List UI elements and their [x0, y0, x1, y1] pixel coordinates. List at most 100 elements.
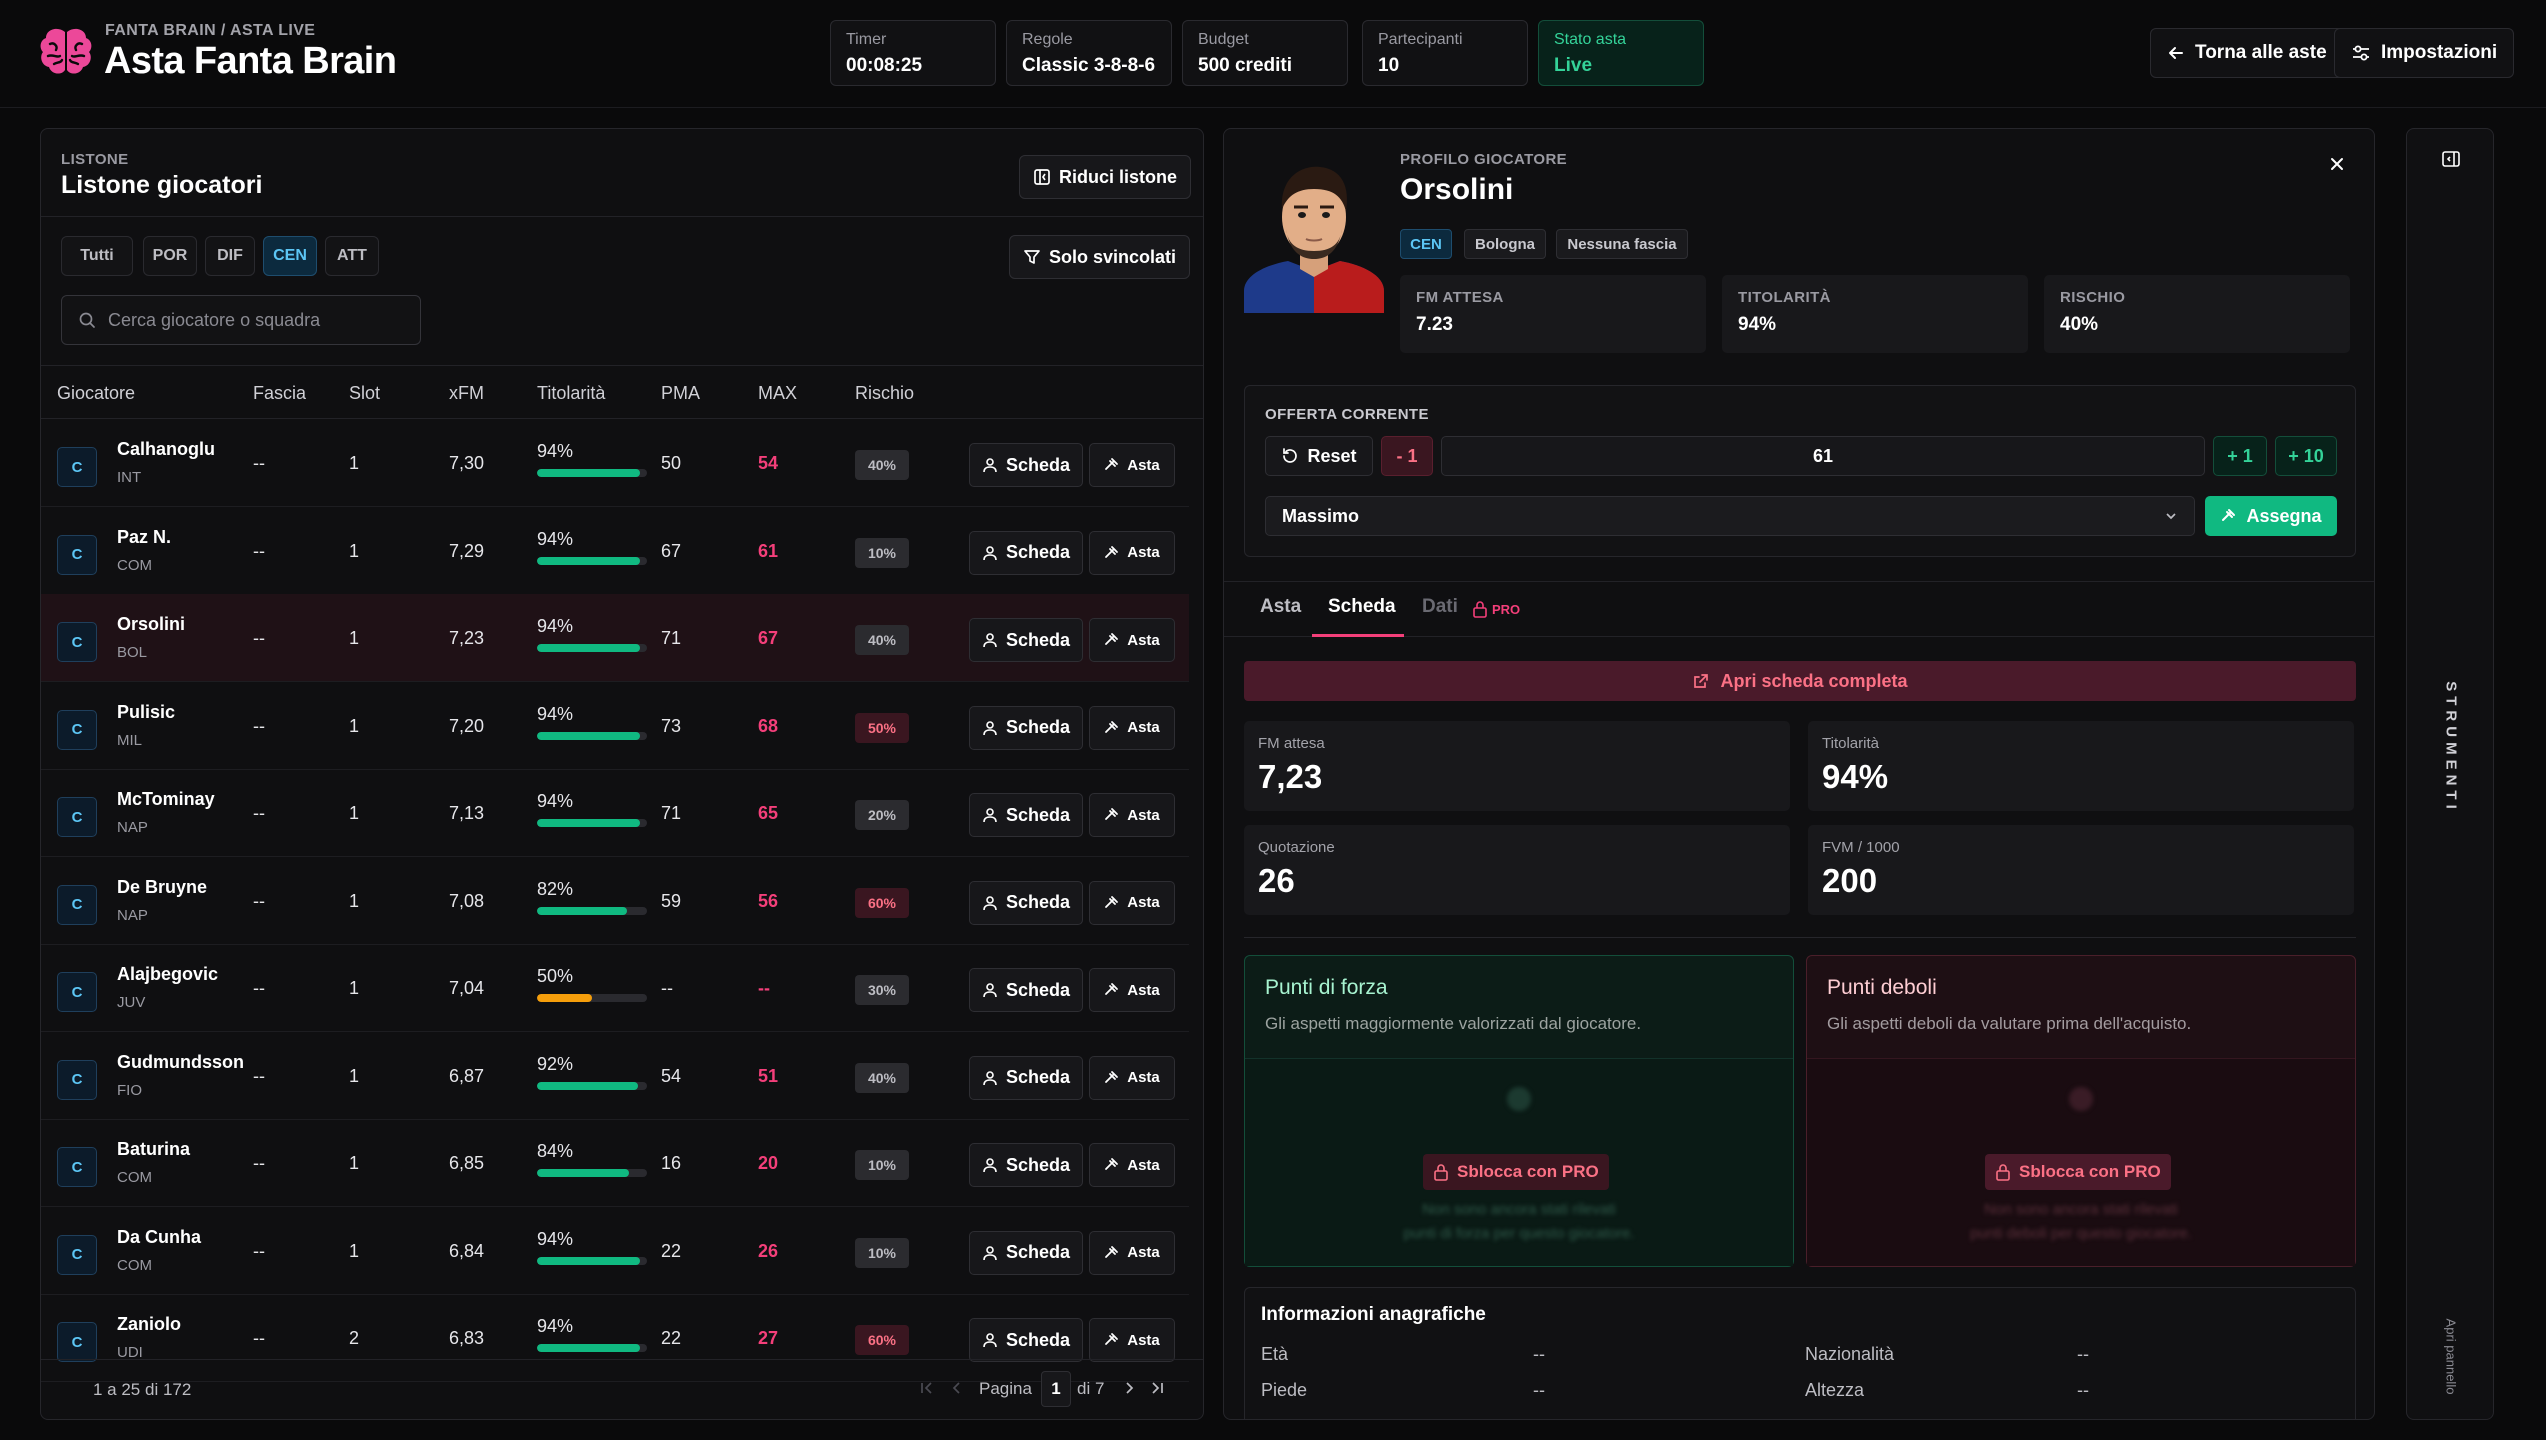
- first-page-icon[interactable]: [919, 1380, 935, 1396]
- prev-page-icon[interactable]: [949, 1380, 965, 1396]
- cell-max: 20: [758, 1153, 779, 1173]
- profile-button[interactable]: Scheda: [969, 530, 1083, 575]
- gavel-icon: [1104, 1245, 1120, 1261]
- col-slot[interactable]: Slot: [349, 383, 381, 403]
- auction-button[interactable]: Asta: [1089, 1143, 1175, 1187]
- tab-asta[interactable]: Asta: [1260, 596, 1302, 617]
- next-page-icon[interactable]: [1121, 1380, 1137, 1396]
- profile-button[interactable]: Scheda: [969, 443, 1083, 487]
- open-full-profile-button[interactable]: Apri scheda completa: [1244, 661, 2356, 701]
- titolarita-bar-fill: [537, 1169, 630, 1177]
- plus-ten-button[interactable]: + 10: [2275, 436, 2337, 476]
- table-row[interactable]: C Pulisic MIL -- 1 7,20 94% 73 68 50% Scheda Asta: [41, 682, 1189, 770]
- col-titolarita[interactable]: Titolarità: [537, 383, 606, 403]
- tab-scheda[interactable]: Scheda: [1328, 596, 1396, 617]
- table-row[interactable]: C Calhanoglu INT -- 1 7,30 94% 50 54 40% Scheda Ast…: [41, 419, 1189, 507]
- filter-por[interactable]: POR: [143, 236, 197, 276]
- tab-dati[interactable]: Dati: [1422, 596, 1458, 617]
- strengths-locked-area: Sblocca con PRO Non sono ancora stati ri…: [1245, 1058, 1793, 1266]
- auction-button[interactable]: Asta: [1089, 880, 1175, 925]
- reset-offer-button[interactable]: Reset: [1265, 436, 1373, 476]
- unlock-pro-button-weaknesses[interactable]: Sblocca con PRO: [1985, 1154, 2171, 1190]
- offer-value-input[interactable]: 61: [1441, 436, 2205, 476]
- cell-titolarita: 94%: [537, 1228, 574, 1249]
- profile-button[interactable]: Scheda: [969, 618, 1083, 662]
- auction-button[interactable]: Asta: [1089, 530, 1175, 575]
- profile-button[interactable]: Scheda: [969, 1230, 1083, 1275]
- page-number-input[interactable]: 1: [1041, 1371, 1071, 1407]
- participant-select[interactable]: Massimo: [1265, 496, 2195, 536]
- player-team: JUV: [117, 994, 146, 1011]
- search-placeholder: Cerca giocatore o squadra: [108, 309, 321, 330]
- cell-titolarita: 50%: [537, 966, 574, 986]
- table-row[interactable]: C Gudmundsson FIO -- 1 6,87 92% 54 51 40% Scheda As…: [41, 1032, 1189, 1120]
- role-badge: C: [57, 622, 97, 662]
- minus-one-button[interactable]: - 1: [1381, 436, 1433, 476]
- profile-button[interactable]: Scheda: [969, 793, 1083, 837]
- cell-pma: 54: [661, 1065, 682, 1086]
- table-row[interactable]: C Alajbegovic JUV -- 1 7,04 50% -- -- 30% Scheda As…: [41, 944, 1189, 1032]
- open-panel-label[interactable]: Apri pannello: [2443, 1318, 2459, 1395]
- back-to-auctions-button[interactable]: Torna alle aste: [2150, 28, 2344, 78]
- cell-slot: 1: [349, 1153, 360, 1173]
- titolarita-bar-fill: [537, 994, 592, 1002]
- col-fascia[interactable]: Fascia: [253, 383, 307, 403]
- free-agents-filter-button[interactable]: Solo svincolati: [1009, 235, 1191, 279]
- profile-button[interactable]: Scheda: [969, 1143, 1083, 1187]
- col-max[interactable]: MAX: [758, 383, 798, 403]
- player-name: Orsolini: [117, 614, 186, 634]
- risk-badge: 10%: [855, 537, 909, 568]
- table-row[interactable]: C McTominay NAP -- 1 7,13 94% 71 65 20% Scheda Asta: [41, 769, 1189, 857]
- filter-att[interactable]: ATT: [325, 236, 379, 276]
- cell-pma: 16: [661, 1153, 682, 1173]
- player-name: Baturina: [117, 1139, 191, 1159]
- metric-rischio: RISCHIO 40%: [2044, 275, 2350, 353]
- auction-button[interactable]: Asta: [1089, 705, 1175, 750]
- table-row[interactable]: C Orsolini BOL -- 1 7,23 94% 71 67 40% Scheda Asta: [41, 594, 1189, 682]
- auction-button[interactable]: Asta: [1089, 968, 1175, 1012]
- col-pma[interactable]: PMA: [661, 383, 701, 403]
- auction-button[interactable]: Asta: [1089, 1055, 1175, 1100]
- table-row[interactable]: C Da Cunha COM -- 1 6,84 94% 22 26 10% Scheda Asta: [41, 1207, 1189, 1295]
- tag-fascia: Nessuna fascia: [1556, 229, 1688, 259]
- plus-one-button[interactable]: + 1: [2213, 436, 2267, 476]
- close-icon[interactable]: [2328, 155, 2346, 173]
- profile-button[interactable]: Scheda: [969, 1055, 1083, 1100]
- risk-badge: 40%: [855, 450, 909, 480]
- user-icon: [982, 632, 998, 648]
- player-team: UDI: [117, 1344, 143, 1361]
- titolarita-bar: [537, 731, 647, 740]
- cell-pma: 71: [661, 803, 682, 823]
- auction-button[interactable]: Asta: [1089, 1318, 1175, 1362]
- titolarita-bar: [537, 556, 647, 565]
- profile-button[interactable]: Scheda: [969, 880, 1083, 925]
- player-name: Pulisic: [117, 701, 176, 722]
- profile-button[interactable]: Scheda: [969, 705, 1083, 750]
- table-row[interactable]: C Baturina COM -- 1 6,85 84% 16 20 10% Scheda Asta: [41, 1119, 1189, 1207]
- panel-toggle-icon[interactable]: [2441, 149, 2461, 169]
- table-row[interactable]: C Paz N. COM -- 1 7,29 94% 67 61 10% Scheda Asta: [41, 507, 1189, 595]
- filter-tutti[interactable]: Tutti: [61, 236, 133, 276]
- col-giocatore[interactable]: Giocatore: [57, 383, 136, 403]
- filter-dif[interactable]: DIF: [205, 236, 255, 276]
- chevron-down-icon: [2164, 509, 2178, 523]
- auction-button[interactable]: Asta: [1089, 793, 1175, 837]
- col-rischio[interactable]: Rischio: [855, 383, 915, 403]
- auction-button[interactable]: Asta: [1089, 443, 1175, 487]
- table-row[interactable]: C Zaniolo UDI -- 2 6,83 94% 22 27 60% Scheda Asta: [41, 1294, 1189, 1382]
- filter-cen[interactable]: CEN: [263, 236, 317, 276]
- profile-button[interactable]: Scheda: [969, 968, 1083, 1012]
- metric-fm-attesa: FM ATTESA 7.23: [1400, 275, 1706, 353]
- profile-button[interactable]: Scheda: [969, 1318, 1083, 1362]
- auction-button[interactable]: Asta: [1089, 1230, 1175, 1275]
- assign-button[interactable]: Assegna: [2205, 496, 2337, 536]
- auction-button[interactable]: Asta: [1089, 618, 1175, 662]
- last-page-icon[interactable]: [1149, 1380, 1165, 1396]
- settings-button[interactable]: Impostazioni: [2334, 28, 2515, 78]
- search-input[interactable]: Cerca giocatore o squadra: [61, 295, 421, 345]
- table-row[interactable]: C De Bruyne NAP -- 1 7,08 82% 59 56 60% Scheda Asta: [41, 857, 1189, 945]
- col-xfm[interactable]: xFM: [449, 383, 484, 403]
- risk-badge: 40%: [855, 1062, 909, 1093]
- unlock-pro-button-strengths[interactable]: Sblocca con PRO: [1423, 1154, 1609, 1190]
- collapse-listone-button[interactable]: Riduci listone: [1019, 155, 1192, 199]
